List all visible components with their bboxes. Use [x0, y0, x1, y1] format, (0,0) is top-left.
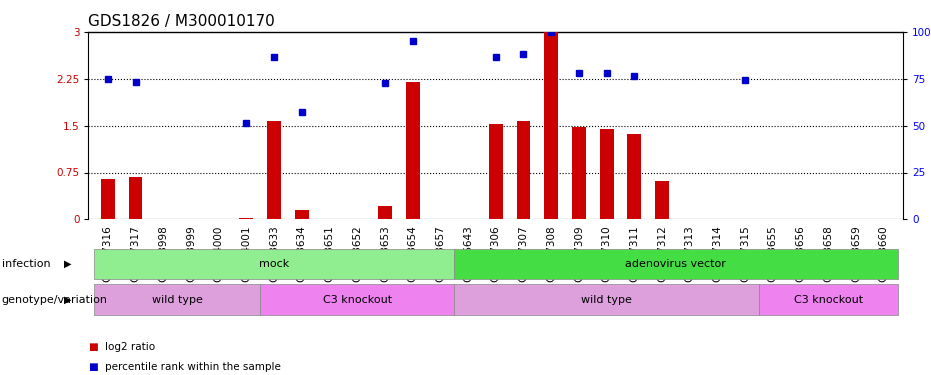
- Bar: [239, 218, 253, 219]
- Bar: [600, 129, 614, 219]
- Bar: [378, 206, 392, 219]
- Bar: [101, 179, 115, 219]
- Text: C3 knockout: C3 knockout: [323, 295, 392, 304]
- Bar: [517, 121, 531, 219]
- Text: mock: mock: [259, 259, 290, 269]
- Bar: [627, 134, 641, 219]
- Text: wild type: wild type: [581, 295, 632, 304]
- Text: ■: ■: [88, 362, 98, 372]
- Bar: [128, 177, 142, 219]
- Bar: [489, 124, 503, 219]
- Text: infection: infection: [2, 259, 50, 269]
- Text: adenovirus vector: adenovirus vector: [626, 259, 726, 269]
- Bar: [655, 181, 669, 219]
- Text: C3 knockout: C3 knockout: [794, 295, 863, 304]
- Bar: [406, 82, 420, 219]
- Bar: [572, 127, 586, 219]
- Text: ▶: ▶: [64, 259, 72, 269]
- Bar: [267, 121, 281, 219]
- Text: log2 ratio: log2 ratio: [105, 342, 155, 352]
- Bar: [295, 210, 309, 219]
- Text: wild type: wild type: [152, 295, 203, 304]
- Text: percentile rank within the sample: percentile rank within the sample: [105, 362, 281, 372]
- Text: genotype/variation: genotype/variation: [2, 295, 108, 304]
- Text: GDS1826 / M300010170: GDS1826 / M300010170: [88, 14, 276, 29]
- Bar: [545, 32, 558, 219]
- Text: ■: ■: [88, 342, 98, 352]
- Text: ▶: ▶: [64, 295, 72, 304]
